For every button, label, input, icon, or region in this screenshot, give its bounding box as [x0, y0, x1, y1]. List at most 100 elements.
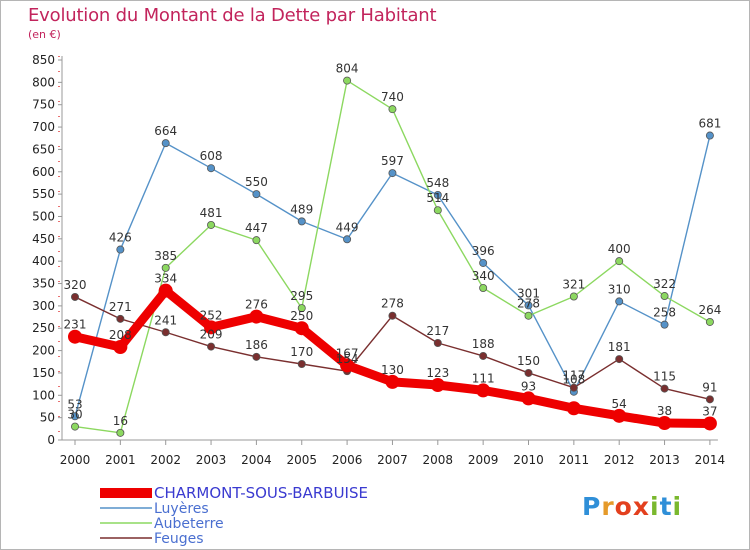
data-point [479, 258, 488, 267]
logo-letter: x [632, 492, 650, 521]
data-point [705, 131, 714, 140]
data-label: 271 [109, 300, 132, 314]
data-label: 250 [290, 309, 313, 323]
data-label: 295 [290, 289, 313, 303]
data-label: 449 [336, 220, 359, 234]
y-tick-label: 0 [47, 433, 55, 447]
data-label: 400 [608, 242, 631, 256]
data-label: 301 [517, 286, 540, 300]
data-point [207, 164, 216, 173]
y-tick-label: 700 [32, 120, 55, 134]
proxiti-logo: Proxiti [582, 492, 682, 521]
logo-letter: P [582, 492, 602, 521]
legend-label: Aubeterre [154, 516, 224, 532]
data-label: 111 [472, 371, 495, 385]
data-point [252, 190, 261, 199]
y-tick-label: 400 [32, 254, 55, 268]
data-point [433, 206, 442, 215]
data-label: 217 [426, 324, 449, 338]
data-label: 385 [154, 249, 177, 263]
data-point [702, 416, 717, 431]
data-point [479, 351, 488, 360]
data-point [71, 292, 80, 301]
data-label: 209 [200, 328, 223, 342]
data-point [615, 355, 624, 364]
data-point [388, 169, 397, 178]
data-label: 664 [154, 124, 177, 138]
data-point [297, 359, 306, 368]
data-point [68, 329, 82, 344]
data-point [207, 342, 216, 351]
y-tick-label: 450 [32, 232, 55, 246]
data-point [158, 283, 173, 298]
legend-label: CHARMONT-SOUS-BARBUISE [154, 484, 368, 502]
y-tick-label: 350 [32, 277, 55, 291]
data-label: 278 [517, 297, 540, 311]
y-tick-label: 800 [32, 75, 55, 89]
data-point [343, 76, 352, 85]
data-point [207, 220, 216, 229]
data-label: 310 [608, 282, 631, 296]
data-label: 117 [562, 369, 585, 383]
x-tick-label: 2014 [695, 453, 726, 467]
data-point [612, 408, 627, 423]
data-label: 91 [702, 380, 717, 394]
y-tick-label: 750 [32, 98, 55, 112]
data-label: 489 [290, 202, 313, 216]
y-tick-label: 300 [32, 299, 55, 313]
data-label: 447 [245, 221, 268, 235]
data-point [204, 320, 219, 335]
data-point [116, 314, 125, 323]
y-tick-label: 550 [32, 187, 55, 201]
data-label: 804 [336, 62, 359, 76]
data-label: 167 [336, 346, 359, 360]
data-point [660, 292, 669, 301]
data-point [660, 320, 669, 329]
data-point [660, 384, 669, 393]
data-point [476, 383, 491, 398]
data-point [71, 412, 80, 421]
data-label: 54 [612, 397, 627, 411]
data-point [705, 395, 714, 404]
data-label: 278 [381, 297, 404, 311]
data-label: 481 [200, 206, 223, 220]
data-label: 396 [472, 244, 495, 258]
y-tick-label: 250 [32, 321, 55, 335]
logo-letter: i [672, 492, 683, 521]
logo-letter: t [659, 492, 673, 521]
logo-letter: o [614, 492, 633, 521]
y-tick-label: 600 [32, 165, 55, 179]
data-point [388, 105, 397, 114]
data-point [430, 378, 445, 393]
data-label: 208 [109, 328, 132, 342]
logo-letter: r [601, 492, 615, 521]
x-tick-label: 2008 [423, 453, 454, 467]
y-tick-label: 150 [32, 366, 55, 380]
data-label: 130 [381, 363, 404, 377]
data-point [433, 338, 442, 347]
data-point [249, 309, 264, 324]
data-point [340, 358, 355, 373]
data-point [569, 292, 578, 301]
data-point [569, 383, 578, 392]
data-point [297, 304, 306, 313]
data-label: 241 [154, 313, 177, 327]
data-label: 38 [657, 404, 672, 418]
data-label: 321 [562, 277, 585, 291]
x-tick-label: 2011 [559, 453, 590, 467]
data-label: 426 [109, 231, 132, 245]
x-tick-label: 2012 [604, 453, 635, 467]
data-point [566, 401, 581, 416]
data-label: 170 [290, 345, 313, 359]
data-point [161, 263, 170, 272]
data-label: 550 [245, 175, 268, 189]
data-label: 93 [521, 379, 536, 393]
data-point [388, 311, 397, 320]
data-point [252, 352, 261, 361]
data-point [521, 391, 536, 406]
data-label: 53 [67, 397, 82, 411]
data-point [385, 374, 400, 389]
x-tick-label: 2002 [150, 453, 181, 467]
data-label: 252 [200, 308, 223, 322]
